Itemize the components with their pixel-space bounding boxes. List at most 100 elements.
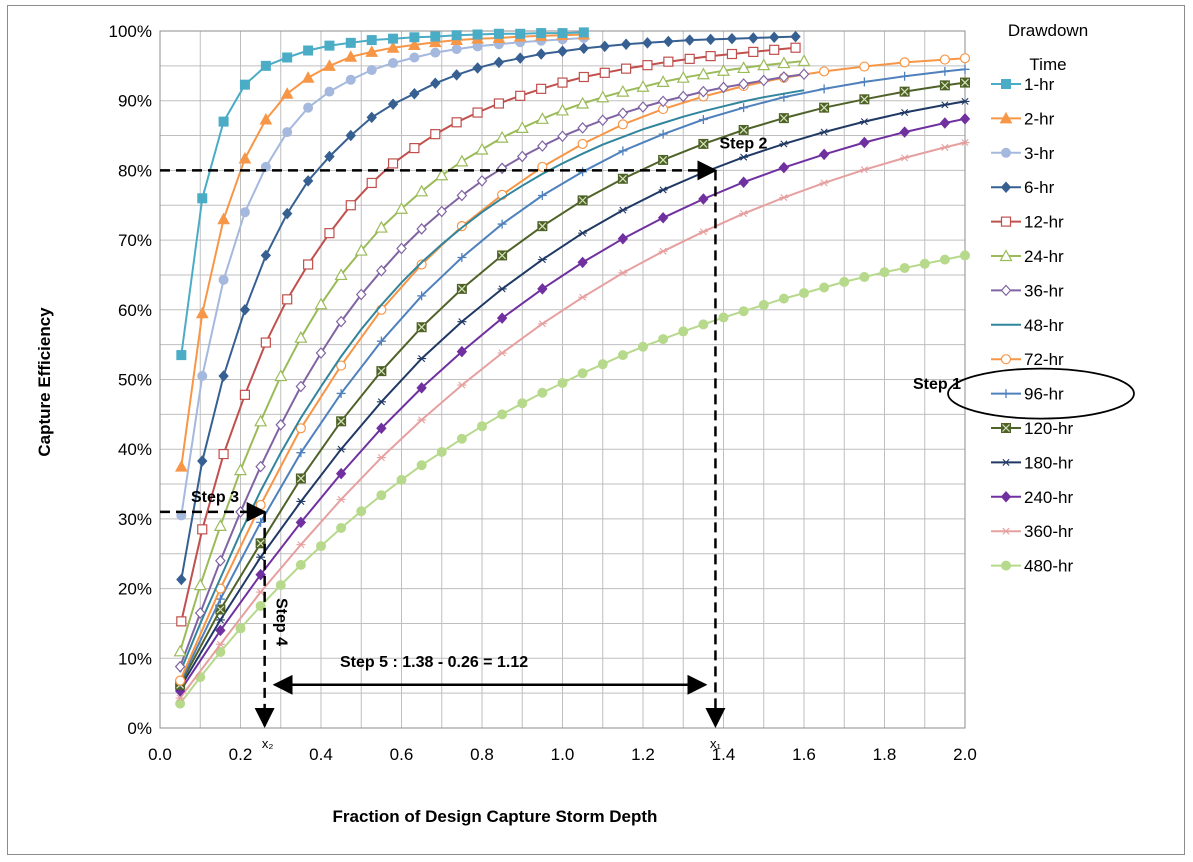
- data-point: [295, 473, 306, 484]
- data-point: [777, 56, 791, 69]
- chart-frame: 0% 10% 20% 30% 40% 50% 60% 70% 80% 90% 100% 0.0 0.2 0…: [7, 5, 1185, 855]
- data-point: [636, 80, 650, 92]
- data-point: [239, 389, 251, 400]
- data-point: [677, 90, 689, 103]
- data-point: [960, 64, 970, 74]
- data-point: [197, 524, 208, 535]
- data-point: [386, 41, 400, 53]
- legend-item-360-hr: 360-hr: [991, 522, 1073, 541]
- data-point: [537, 140, 548, 152]
- data-point: [365, 45, 379, 57]
- data-point: [859, 136, 870, 149]
- data-point: [324, 228, 335, 239]
- data-point: [376, 398, 386, 406]
- data-point: [336, 388, 346, 398]
- data-point: [218, 448, 229, 460]
- data-point: [517, 398, 528, 409]
- series-line: [179, 57, 966, 682]
- data-point: [259, 112, 273, 125]
- data-point-cross: [1002, 424, 1010, 432]
- data-point: [260, 337, 271, 348]
- series-6-hr: [176, 30, 801, 586]
- data-point: [1001, 527, 1011, 535]
- data-point: [354, 243, 368, 256]
- legend-label: 480-hr: [1024, 557, 1073, 576]
- data-point: [274, 369, 288, 382]
- data-point: [515, 52, 526, 64]
- x-tick-label: 0.0: [148, 745, 172, 764]
- data-point: [456, 189, 468, 202]
- data-point: [726, 48, 738, 60]
- data-point: [387, 158, 399, 169]
- data-point: [497, 285, 507, 293]
- data-point: [618, 269, 628, 277]
- data-point: [493, 56, 505, 69]
- data-point: [748, 46, 759, 58]
- data-point-cross: [256, 539, 265, 548]
- data-point: [537, 320, 547, 328]
- data-point: [302, 175, 314, 187]
- legend-label: 6-hr: [1024, 178, 1055, 197]
- series-line: [179, 81, 966, 686]
- tick-labels: 0% 10% 20% 30% 40% 50% 60% 70% 80% 90% 100% 0.0 0.2 0…: [109, 22, 977, 764]
- data-point: [656, 75, 670, 87]
- data-point: [295, 423, 306, 434]
- data-point: [430, 77, 441, 90]
- data-point: [537, 256, 547, 264]
- data-point: [376, 366, 387, 377]
- data-point: [705, 50, 716, 62]
- data-point: [451, 30, 462, 41]
- data-point-cross: [457, 284, 466, 293]
- data-point: [557, 377, 568, 388]
- data-point: [497, 219, 507, 229]
- series-line: [179, 100, 966, 689]
- data-point: [859, 166, 869, 174]
- data-point: [999, 249, 1013, 262]
- data-point: [698, 85, 709, 98]
- data-point: [233, 463, 248, 476]
- data-point: [738, 176, 749, 188]
- data-point: [617, 107, 629, 120]
- data-point: [336, 445, 346, 453]
- data-point: [374, 220, 388, 233]
- data-point: [696, 67, 710, 80]
- data-point: [493, 28, 504, 39]
- legend-label: 96-hr: [1024, 385, 1064, 404]
- data-point: [255, 601, 266, 612]
- data-point: [620, 38, 632, 50]
- data-point: [617, 173, 628, 184]
- data-point: [658, 154, 669, 165]
- series-12-hr: [176, 42, 801, 627]
- data-point: [1001, 79, 1011, 89]
- data-point-cross: [498, 251, 507, 260]
- series-240-hr: [174, 113, 971, 697]
- data-point: [215, 640, 225, 648]
- data-point: [1000, 491, 1012, 503]
- data-point: [577, 121, 588, 134]
- legend-item-3-hr: 3-hr: [991, 144, 1055, 163]
- data-point: [455, 154, 469, 167]
- data-point: [778, 293, 789, 304]
- data-point: [638, 341, 648, 352]
- data-point: [578, 167, 588, 177]
- data-point: [535, 48, 547, 60]
- legend-label: 2-hr: [1024, 109, 1055, 128]
- data-point: [416, 382, 427, 394]
- data-point: [388, 58, 399, 69]
- data-point: [376, 264, 387, 277]
- y-tick-label: 80%: [118, 161, 152, 180]
- data-point-cross: [538, 222, 547, 231]
- legend-item-36-hr: 36-hr: [991, 281, 1064, 300]
- data-point-cross: [659, 156, 668, 164]
- data-point: [515, 28, 526, 39]
- data-point: [939, 254, 950, 265]
- x-axis-label: Fraction of Design Capture Storm Depth: [333, 807, 658, 826]
- data-point: [345, 37, 356, 48]
- data-point: [324, 40, 335, 51]
- data-point: [698, 228, 708, 236]
- data-point: [282, 294, 293, 305]
- data-point: [515, 121, 529, 133]
- data-point: [376, 490, 387, 501]
- data-point: [356, 506, 367, 517]
